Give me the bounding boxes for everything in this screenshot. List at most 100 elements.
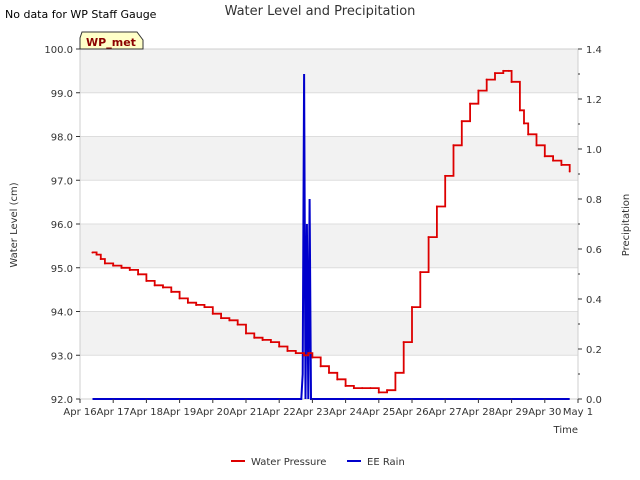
y2-tick-label: 0.0: [586, 395, 602, 406]
y-tick-label: 94.0: [51, 308, 73, 319]
x-tick-label: Apr 22: [263, 407, 296, 418]
water-pressure-point: [162, 286, 164, 289]
water-pressure-point: [269, 341, 272, 344]
water-pressure-point: [328, 371, 330, 374]
x-axis-label: Time: [553, 425, 578, 436]
water-pressure-point: [523, 122, 526, 125]
y-tick-label: 100.0: [44, 45, 73, 56]
x-tick-label: Apr 24: [329, 407, 362, 418]
water-pressure-point: [186, 301, 189, 304]
left-axis: 92.0 93.0 94.0 95.0 96.0 97.0 98.0 99.0 100.0: [44, 45, 80, 406]
y-tick-label: 97.0: [51, 176, 73, 187]
water-pressure-point: [245, 332, 247, 335]
water-pressure-point: [485, 78, 488, 81]
water-pressure-point: [344, 384, 347, 387]
water-pressure-point: [261, 338, 264, 341]
x-tick-label: Apr 17: [97, 407, 130, 418]
y2-tick-label: 1.2: [586, 95, 602, 106]
x-tick-label: Apr 20: [196, 407, 229, 418]
x-tick-label: Apr 29: [495, 407, 528, 418]
water-pressure-point: [369, 387, 372, 390]
water-pressure-point: [319, 365, 322, 368]
y2-tick-label: 0.6: [586, 245, 602, 256]
water-pressure-point: [469, 102, 472, 105]
right-axis: 0.0 0.2 0.4 0.6 0.8 1.0 1.2 1.4: [578, 45, 602, 406]
water-pressure-point: [510, 80, 513, 83]
no-data-note: No data for WP Staff Gauge: [5, 8, 157, 21]
chart-title: Water Level and Precipitation: [224, 4, 416, 19]
background-band: [80, 311, 578, 356]
water-pressure-point: [377, 391, 380, 394]
legend-label-water-pressure: Water Pressure: [251, 457, 326, 468]
y-tick-label: 96.0: [51, 220, 73, 231]
x-tick-label: Apr 23: [296, 407, 329, 418]
station-badge-shape: [79, 31, 144, 50]
x-tick-label: Apr 21: [229, 407, 262, 418]
water-pressure-point: [278, 345, 281, 348]
y2-tick-label: 0.4: [586, 295, 602, 306]
y-tick-label: 99.0: [51, 89, 73, 100]
y-axis-label: Water Level (cm): [9, 182, 20, 267]
water-pressure-point: [153, 284, 156, 287]
water-pressure-point: [286, 349, 289, 352]
y2-tick-label: 0.2: [586, 345, 602, 356]
y2-tick-label: 1.0: [586, 145, 602, 156]
water-pressure-point: [494, 72, 496, 75]
water-pressure-point: [568, 170, 571, 173]
y2-axis-label: Precipitation: [621, 194, 632, 257]
water-pressure-point: [336, 378, 339, 381]
water-pressure-point: [236, 323, 239, 326]
water-pressure-point: [527, 133, 530, 136]
water-pressure-point: [411, 306, 413, 309]
x-tick-label: Apr 30: [528, 407, 561, 418]
y-tick-label: 98.0: [51, 133, 73, 144]
water-pressure-point: [419, 271, 422, 274]
water-pressure-point: [477, 89, 480, 92]
water-pressure-point: [137, 273, 140, 276]
water-pressure-point: [112, 264, 115, 267]
water-pressure-point: [311, 356, 314, 359]
x-tick-label: Apr 25: [362, 407, 395, 418]
x-tick-label: May 1: [563, 407, 593, 418]
water-pressure-point: [294, 352, 297, 355]
water-pressure-point: [128, 268, 131, 271]
water-pressure-point: [95, 253, 98, 256]
water-pressure-point: [507, 69, 510, 72]
water-pressure-point: [220, 317, 223, 320]
water-pressure-point: [99, 258, 102, 260]
grid-lines: [80, 48, 578, 400]
y2-tick-label: 0.8: [586, 195, 602, 206]
x-tick-label: Apr 16: [63, 407, 96, 418]
y-tick-label: 95.0: [51, 264, 73, 275]
water-pressure-point: [460, 120, 463, 123]
water-pressure-point: [211, 312, 214, 315]
x-tick-label: Apr 18: [130, 407, 163, 418]
legend-label-ee-rain: EE Rain: [367, 457, 405, 468]
background-bands: [80, 49, 578, 356]
water-pressure-point: [170, 290, 173, 293]
x-tick-label: Apr 27: [429, 407, 462, 418]
water-pressure-point: [253, 336, 256, 339]
water-pressure-point: [228, 319, 231, 322]
water-pressure-point: [361, 387, 364, 390]
water-pressure-point: [103, 262, 106, 265]
water-pressure-point: [543, 155, 546, 158]
background-band: [80, 49, 578, 93]
y-tick-label: 92.0: [51, 395, 73, 406]
y2-tick-label: 1.4: [586, 45, 602, 56]
water-pressure-point: [394, 371, 397, 374]
water-pressure-point: [120, 266, 123, 269]
water-pressure-point: [145, 279, 148, 282]
water-pressure-point: [560, 163, 563, 166]
water-pressure-point: [178, 297, 181, 300]
background-band: [80, 136, 578, 181]
water-pressure-point: [303, 354, 306, 357]
water-pressure-point: [203, 306, 206, 309]
x-tick-label: Apr 26: [395, 407, 428, 418]
water-pressure-point: [386, 389, 389, 392]
water-pressure-point: [91, 251, 94, 254]
water-pressure-point: [402, 341, 405, 344]
water-pressure-point: [435, 205, 438, 208]
water-pressure-point: [352, 387, 355, 390]
